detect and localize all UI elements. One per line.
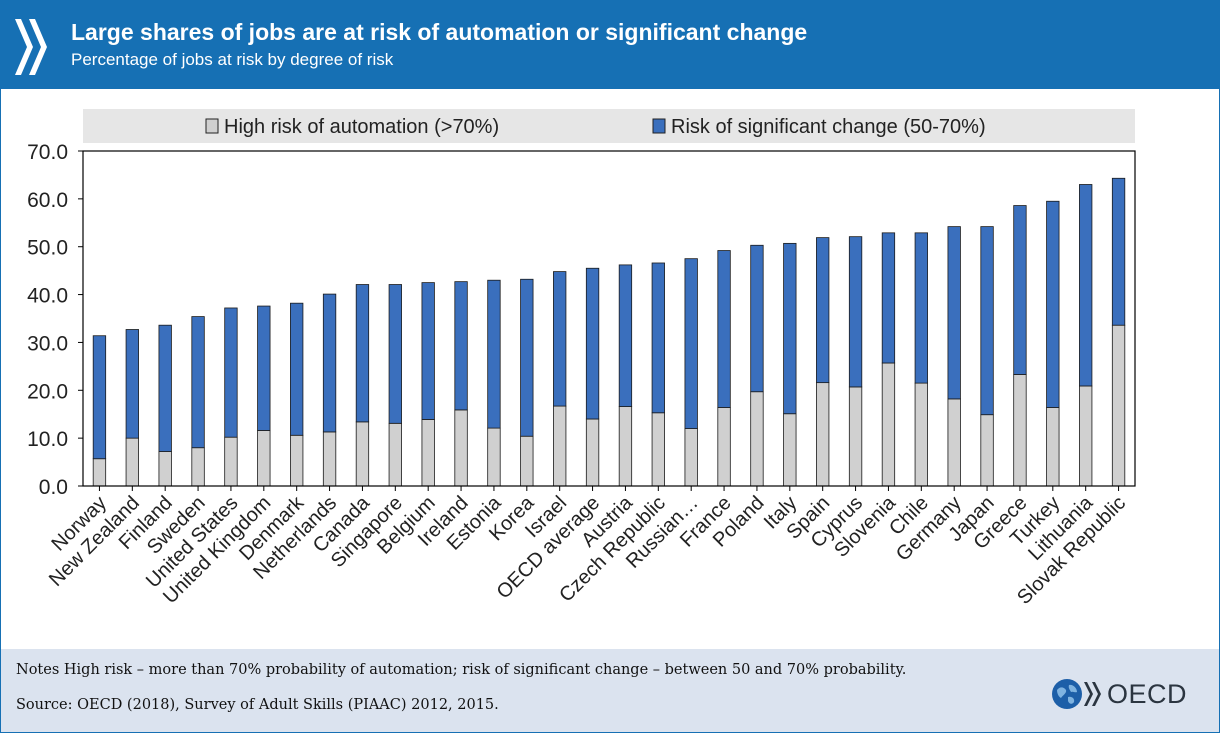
bar-significant-change <box>158 324 172 452</box>
bar-significant-change <box>816 237 830 384</box>
bar-high-risk <box>914 382 928 487</box>
y-axis-ticks: 0.0 10.0 20.0 30.0 40.0 50.0 60.0 70.0 <box>27 141 83 499</box>
bar-significant-change <box>290 302 304 436</box>
bar-high-risk <box>191 447 205 487</box>
bar-significant-change <box>355 284 370 423</box>
bar-high-risk <box>454 409 468 487</box>
y-tick-label: 40.0 <box>27 285 68 308</box>
bar-significant-change <box>980 226 994 416</box>
chart-title: Large shares of jobs are at risk of auto… <box>71 19 808 45</box>
bar-high-risk <box>125 437 139 487</box>
bar-series <box>92 177 1126 487</box>
plot-area-border <box>82 150 1136 487</box>
y-tick-label: 20.0 <box>27 380 68 403</box>
bar-significant-change <box>1046 200 1060 408</box>
bar-high-risk <box>487 427 501 487</box>
bar-high-risk <box>355 421 370 487</box>
y-tick-label: 70.0 <box>27 141 68 164</box>
bar-significant-change <box>257 305 271 431</box>
bar-high-risk <box>92 458 107 487</box>
bar-high-risk <box>848 386 863 487</box>
legend-swatch-high-risk <box>205 118 219 134</box>
bar-significant-change <box>848 236 863 388</box>
bar-high-risk <box>1111 324 1126 487</box>
bar-high-risk <box>651 412 665 487</box>
bar-significant-change <box>684 258 698 429</box>
bar-significant-change <box>322 293 337 433</box>
bar-high-risk <box>1079 385 1093 487</box>
bar-high-risk <box>1013 374 1027 487</box>
y-tick-label: 10.0 <box>27 428 68 451</box>
bar-high-risk <box>816 382 830 487</box>
bar-significant-change <box>881 232 896 364</box>
bar-significant-change <box>487 279 501 429</box>
bar-significant-change <box>618 264 633 407</box>
bar-high-risk <box>1046 407 1060 487</box>
stacked-bar-chart: High risk of automation (>70%) Risk of s… <box>27 109 1136 609</box>
bar-significant-change <box>191 316 205 449</box>
bar-high-risk <box>585 418 600 487</box>
bar-high-risk <box>783 413 797 487</box>
legend-label-high-risk: High risk of automation (>70%) <box>224 116 499 138</box>
globe-icon <box>1052 679 1082 709</box>
bar-significant-change <box>914 232 928 384</box>
bar-significant-change <box>520 278 534 437</box>
bar-high-risk <box>388 422 402 487</box>
header-banner: Large shares of jobs are at risk of auto… <box>1 1 1219 89</box>
oecd-logo-text: OECD <box>1107 678 1188 709</box>
bar-significant-change <box>92 335 107 460</box>
bar-high-risk <box>947 398 961 487</box>
bar-high-risk <box>553 405 567 487</box>
footer: Notes High risk – more than 70% probabil… <box>1 649 1219 732</box>
bar-significant-change <box>947 226 961 400</box>
double-chevron-icon <box>15 19 47 75</box>
legend-label-significant-change: Risk of significant change (50-70%) <box>671 116 986 138</box>
bar-significant-change <box>125 329 139 439</box>
bar-high-risk <box>980 414 994 487</box>
chevrons-icon <box>1084 682 1101 706</box>
bar-high-risk <box>224 436 238 487</box>
bar-significant-change <box>1013 205 1027 375</box>
bar-significant-change <box>783 242 797 415</box>
bar-high-risk <box>421 419 435 487</box>
bar-high-risk <box>322 431 337 487</box>
bar-high-risk <box>618 406 633 487</box>
legend-swatch-significant-change <box>652 118 666 134</box>
bar-high-risk <box>158 451 172 487</box>
bar-high-risk <box>717 407 731 487</box>
y-tick-label: 0.0 <box>39 476 68 499</box>
bar-significant-change <box>553 271 567 407</box>
y-tick-label: 30.0 <box>27 332 68 355</box>
bar-significant-change <box>421 282 435 420</box>
oecd-logo: OECD <box>1051 676 1187 712</box>
bar-significant-change <box>585 267 600 420</box>
source-note: Source: OECD (2018), Survey of Adult Ski… <box>16 697 499 713</box>
bar-significant-change <box>750 244 764 393</box>
bar-high-risk <box>881 362 896 487</box>
bar-significant-change <box>224 307 238 438</box>
bar-high-risk <box>257 430 271 487</box>
bar-significant-change <box>454 281 468 411</box>
bar-high-risk <box>520 435 534 487</box>
bar-high-risk <box>750 391 764 487</box>
chart-subtitle: Percentage of jobs at risk by degree of … <box>71 50 394 69</box>
legend-background <box>83 109 1135 143</box>
bar-high-risk <box>684 428 698 487</box>
y-tick-label: 60.0 <box>27 189 68 212</box>
bar-significant-change <box>717 250 731 408</box>
bar-significant-change <box>1079 184 1093 387</box>
bar-high-risk <box>290 434 304 487</box>
bar-significant-change <box>651 262 665 414</box>
footnote: Notes High risk – more than 70% probabil… <box>16 662 907 678</box>
y-tick-label: 50.0 <box>27 237 68 260</box>
bar-significant-change <box>1111 177 1126 326</box>
bar-significant-change <box>388 284 402 424</box>
